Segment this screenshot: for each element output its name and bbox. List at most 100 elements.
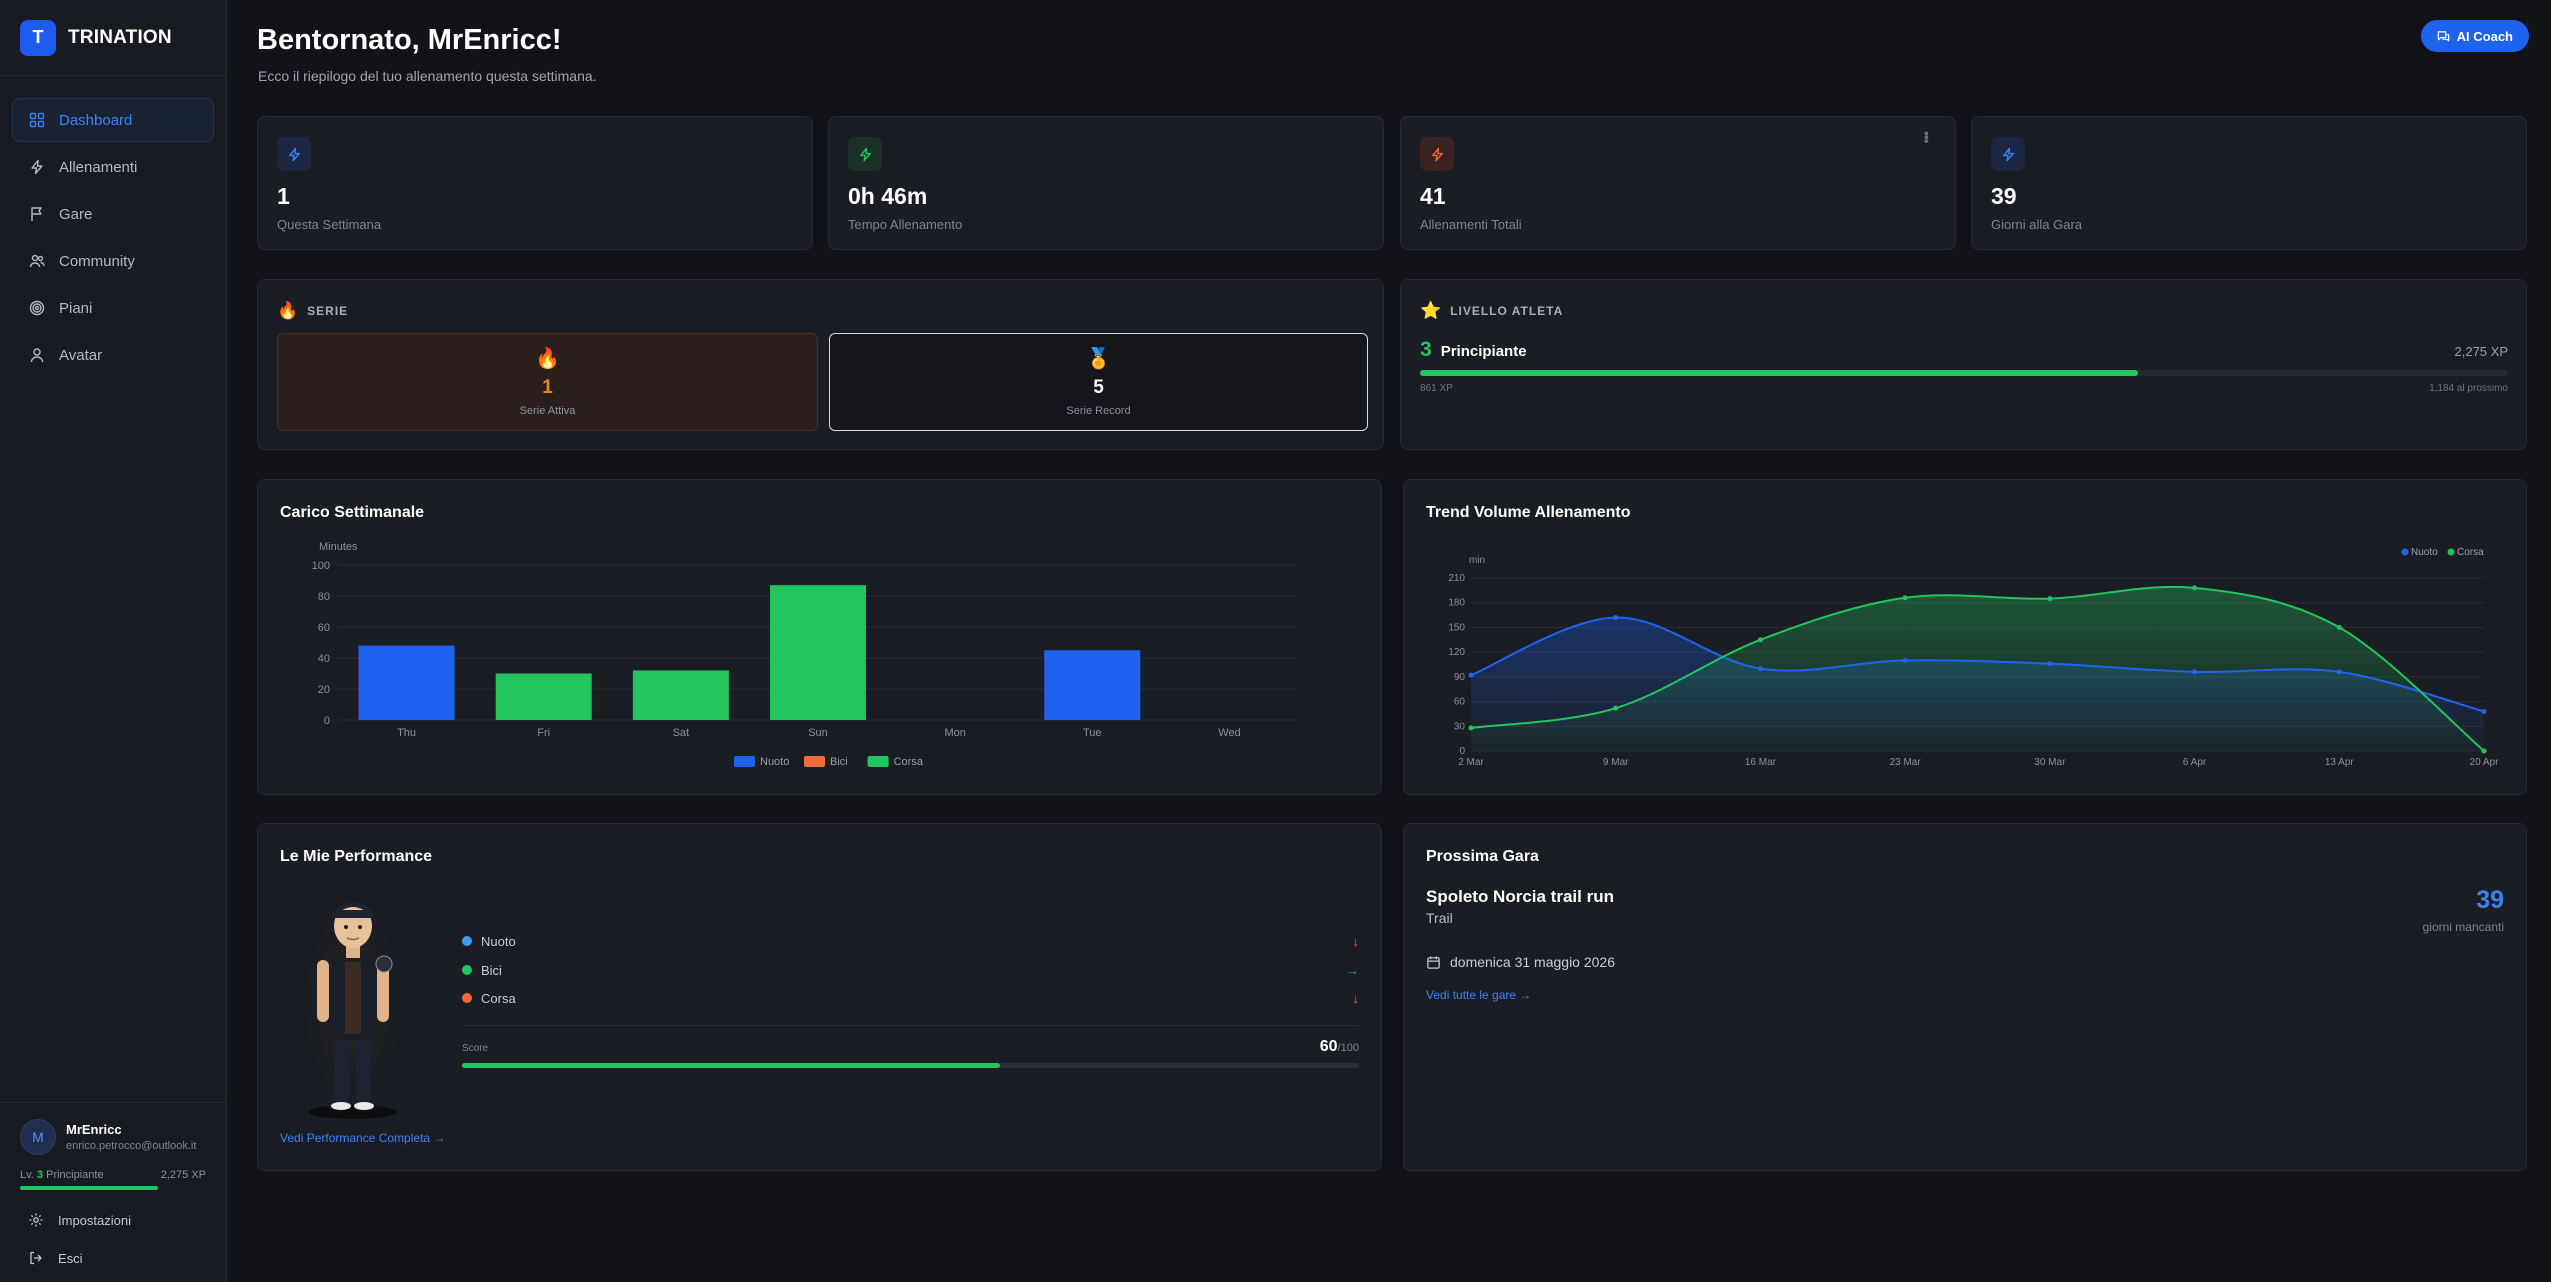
user-level-row: Lv. 3 Principiante 2,275 XP: [20, 1169, 206, 1181]
active-streak-box: 🔥 1 Serie Attiva: [277, 333, 818, 431]
x-tick-label: 20 Apr: [2470, 757, 2500, 768]
bike-dot-icon: [462, 965, 472, 975]
point-corsa: [1902, 595, 1908, 601]
x-tick-label: 13 Apr: [2325, 757, 2355, 768]
sidebar-item-avatar[interactable]: Avatar: [12, 333, 214, 377]
bolt-icon: [288, 147, 300, 161]
legend-swatch: [867, 756, 889, 767]
performance-row-bici: Bici →: [462, 960, 1359, 980]
more-options-icon[interactable]: •••: [1919, 131, 1935, 143]
race-date-text: domenica 31 maggio 2026: [1450, 954, 1616, 970]
sidebar-item-label: Gare: [59, 205, 93, 223]
user-xp: 2,275 XP: [160, 1169, 206, 1181]
x-tick-label: 6 Apr: [2183, 757, 2207, 768]
streak-heading: 🔥 SERIE: [277, 301, 348, 321]
sidebar-item-label: Avatar: [59, 346, 103, 364]
race-days-label: giorni mancanti: [2422, 920, 2504, 934]
run-dot-icon: [462, 993, 472, 1003]
volume-trend-title: Trend Volume Allenamento: [1426, 504, 1631, 521]
bar-nuoto: [1044, 650, 1141, 720]
performance-title: Le Mie Performance: [280, 848, 433, 865]
point-corsa: [1757, 637, 1763, 643]
fire-icon: 🔥: [277, 301, 300, 320]
stat-label: Allenamenti Totali: [1420, 217, 1522, 232]
user-level-prefix: Lv.: [20, 1169, 34, 1181]
legend-swatch: [2401, 548, 2409, 556]
full-performance-link[interactable]: Vedi Performance Completa →: [280, 1131, 446, 1145]
sidebar-item-dashboard[interactable]: Dashboard: [12, 98, 214, 142]
y-tick-label: 60: [1454, 697, 1466, 708]
y-tick-label: 90: [1454, 672, 1466, 683]
stat-card-race-days: 39 Giorni alla Gara: [1971, 116, 2527, 250]
stat-icon-box: [1420, 137, 1454, 171]
gear-icon: [29, 1213, 43, 1227]
user-profile[interactable]: M MrEnricc enrico.petrocco@outlook.it: [20, 1119, 206, 1155]
settings-link[interactable]: Impostazioni: [20, 1212, 206, 1228]
score-progress-bar: [462, 1063, 1359, 1068]
trend-flat-icon: →: [1346, 962, 1359, 978]
weekly-load-card: Carico Settimanale Minutes 0 20 40 60 80 100 Th…: [257, 479, 1382, 795]
streak-heading-label: SERIE: [307, 304, 349, 318]
y-tick-label: 120: [1448, 647, 1465, 658]
performance-row-corsa: Corsa ↓: [462, 988, 1359, 1008]
all-races-link[interactable]: Vedi tutte le gare →: [1426, 988, 1532, 1002]
user-level-number: 3: [36, 1169, 44, 1181]
performance-row-label: Bici: [481, 962, 502, 978]
level-name: Principiante: [1440, 343, 1527, 360]
calendar-icon: [1427, 955, 1440, 969]
sidebar-item-gare[interactable]: Gare: [12, 192, 214, 236]
legend-swatch: [2447, 548, 2455, 556]
level-heading: ⭐ LIVELLO ATLETA: [1420, 301, 1563, 321]
sidebar-item-allenamenti[interactable]: Allenamenti: [12, 145, 214, 189]
legend-label: Corsa: [2457, 547, 2484, 558]
user-name: MrEnricc: [66, 1122, 122, 1137]
user-level-name: Principiante: [46, 1169, 104, 1181]
stat-value: 1: [277, 183, 290, 209]
logout-link[interactable]: Esci: [20, 1250, 206, 1266]
level-number: 3: [1420, 338, 1432, 361]
sidebar-footer: M MrEnricc enrico.petrocco@outlook.it Lv…: [0, 1102, 226, 1282]
y-tick-label: 30: [1454, 721, 1466, 732]
brand[interactable]: T TRINATION: [0, 0, 226, 76]
performance-row-label: Corsa: [481, 990, 516, 1006]
logout-icon: [30, 1251, 42, 1265]
logout-label: Esci: [58, 1250, 83, 1266]
x-tick-label: 16 Mar: [1745, 757, 1777, 768]
ai-coach-button[interactable]: AI Coach: [2420, 20, 2529, 52]
volume-trend-card: Trend Volume Allenamento min 0 30 60 90 120 15…: [1403, 479, 2527, 795]
line-corsa: [1470, 585, 2485, 752]
brand-logo: T: [20, 19, 56, 56]
point-corsa: [2192, 585, 2198, 591]
stat-icon-box: [1991, 137, 2025, 171]
point-corsa: [2481, 748, 2487, 754]
x-tick-label: Sun: [808, 727, 828, 739]
level-progress-bar: [1420, 370, 2508, 376]
main-content: Bentornato, MrEnricc! Ecco il riepilogo …: [228, 0, 2551, 1282]
athlete-avatar-illustration: [298, 894, 408, 1119]
x-tick-label: Fri: [537, 727, 550, 739]
sidebar-nav: Dashboard Allenamenti Gare Community Pia…: [0, 76, 226, 377]
page-subtitle: Ecco il riepilogo del tuo allenamento qu…: [258, 68, 597, 84]
y-tick-label: 0: [324, 715, 330, 727]
brand-name: TRINATION: [68, 26, 172, 48]
sidebar: T TRINATION Dashboard Allenamenti Gare C…: [0, 0, 227, 1282]
point-nuoto: [1468, 672, 1474, 678]
x-tick-label: 2 Mar: [1458, 757, 1484, 768]
next-race-card: Prossima Gara Spoleto Norcia trail run T…: [1403, 823, 2527, 1171]
sidebar-item-community[interactable]: Community: [12, 239, 214, 283]
fire-icon: 🔥: [535, 348, 560, 370]
stat-label: Giorni alla Gara: [1991, 217, 2083, 232]
x-tick-label: 23 Mar: [1890, 757, 1922, 768]
point-nuoto: [1757, 666, 1763, 672]
point-corsa: [1613, 705, 1619, 711]
y-tick-label: 60: [318, 622, 330, 634]
y-tick-label: 180: [1448, 598, 1465, 609]
score-max: /100: [1337, 1042, 1359, 1054]
sidebar-item-piani[interactable]: Piani: [12, 286, 214, 330]
y-tick-label: 0: [1459, 746, 1465, 757]
level-heading-label: LIVELLO ATLETA: [1450, 304, 1564, 318]
star-icon: ⭐: [1420, 301, 1443, 320]
x-tick-label: Mon: [944, 727, 965, 739]
score-value: 60/100: [1320, 1038, 1359, 1056]
stat-value: 0h 46m: [848, 183, 928, 209]
